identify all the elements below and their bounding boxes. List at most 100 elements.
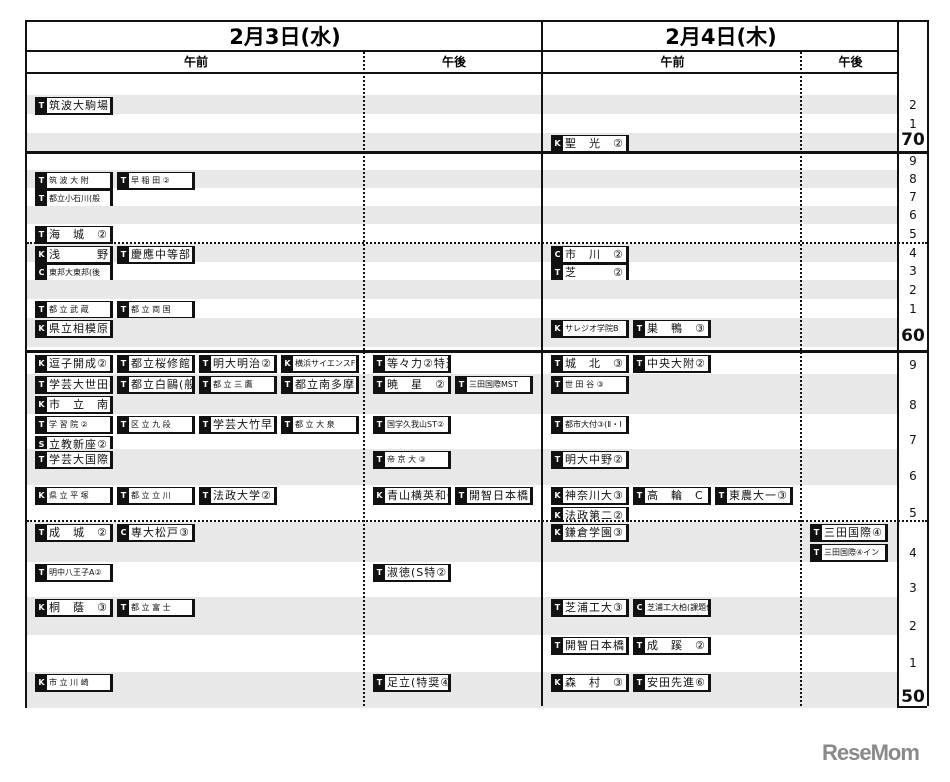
region-tag: K — [36, 247, 47, 262]
school-name: 都市大付③(Ⅱ・Ⅰ — [565, 420, 622, 429]
region-tag: C — [118, 525, 129, 540]
school-name: 帝 京 大 ③ — [387, 455, 426, 464]
region-tag: T — [118, 173, 129, 188]
schedule-row: T 学芸大国際 T 帝 京 大 ③ T 明大中野② 6 — [27, 449, 917, 485]
deviation-score: 7 — [909, 190, 917, 204]
school-name: 法政第二② — [565, 509, 624, 522]
cell-pm3: T 淑徳(S特② — [373, 564, 543, 582]
school-name: 芝浦工大柏(課題作文 — [647, 603, 708, 612]
cell-pm3: T 足立(特奨④ — [373, 674, 543, 692]
school-entry: T 三田国際MST — [455, 376, 533, 394]
school-name: 法政大学② — [213, 489, 272, 502]
region-tag: T — [552, 377, 563, 392]
deviation-score: 2 — [909, 283, 917, 297]
school-name: 市 立 南 — [49, 398, 109, 411]
region-tag: T — [374, 356, 385, 371]
school-name: 国学久我山ST② — [387, 420, 445, 429]
region-tag: C — [36, 265, 47, 280]
school-entry: T 学芸大竹早 — [199, 416, 277, 434]
deviation-score: 7 — [909, 433, 917, 447]
region-tag: T — [118, 488, 129, 503]
region-tag: T — [811, 545, 822, 560]
school-name: サレジオ学院B — [565, 324, 619, 333]
school-entry: T 安田先進⑥ — [633, 674, 711, 692]
region-tag: T — [36, 173, 47, 188]
school-entry: T 明大中野② — [551, 451, 629, 469]
school-entry: T 淑徳(S特② — [373, 564, 451, 582]
schedule-row: T 都立小石川(般 7 — [27, 188, 917, 208]
region-tag: T — [552, 452, 563, 467]
schedule-row: C 東邦大東邦(後 T 芝 ② 3 — [27, 262, 917, 282]
region-tag: T — [811, 525, 822, 540]
feb3-pm-header: 午後 — [365, 52, 543, 74]
region-tag: K — [36, 397, 47, 412]
school-entry: K 横浜サイエンスF — [281, 355, 359, 373]
deviation-score: 2 — [909, 98, 917, 112]
deviation-score: 9 — [909, 154, 917, 168]
region-tag: T — [456, 377, 467, 392]
school-name: 専大松戸③ — [131, 526, 190, 539]
region-tag: T — [36, 227, 47, 242]
cell-am4: T開智日本橋④T成 蹊 ② — [551, 637, 799, 655]
school-entry: T開智日本橋③ — [455, 487, 533, 505]
school-entry: T 中央大附② — [633, 355, 711, 373]
school-entry: T 足立(特奨④ — [373, 674, 451, 692]
school-entry: T 慶應中等部 — [117, 246, 195, 264]
deviation-score: 5 — [909, 506, 917, 520]
school-name: 海 城 ② — [49, 228, 108, 241]
school-name: 都 立 立 川 — [131, 491, 171, 500]
region-tag: T — [118, 356, 129, 371]
schedule-row: 1 — [27, 114, 917, 133]
region-tag: K — [36, 356, 47, 371]
region-tag: T — [36, 98, 47, 113]
region-tag: T — [118, 417, 129, 432]
school-name: 学 習 院 ② — [49, 420, 88, 429]
region-tag: K — [36, 488, 47, 503]
region-tag: T — [634, 321, 645, 336]
school-name: 青山横英和C — [387, 489, 448, 502]
school-name: 城 北 ③ — [565, 357, 624, 370]
school-entry: T 芝浦工大③ — [551, 599, 629, 617]
school-name: 神奈川大③ — [565, 489, 624, 502]
deviation-score: 1 — [909, 302, 917, 316]
deviation-score: 6 — [909, 469, 917, 483]
region-tag: T — [36, 525, 47, 540]
deviation-score: 4 — [909, 546, 917, 560]
school-name: 三田国際MST — [469, 380, 518, 389]
school-name: 聖 光 ② — [565, 137, 624, 150]
school-entry: K 逗子開成② — [35, 355, 113, 373]
region-tag: T — [552, 356, 563, 371]
deviation-score: 6 — [909, 208, 917, 222]
school-entry: T 都市大付③(Ⅱ・Ⅰ — [551, 416, 629, 434]
region-tag: T — [552, 417, 563, 432]
school-name: 芝浦工大③ — [565, 601, 624, 614]
region-tag: T — [634, 488, 645, 503]
school-name: 都 立 両 国 — [131, 305, 171, 314]
region-tag: K — [552, 488, 563, 503]
schedule-row: 2 — [27, 280, 917, 299]
right-border — [927, 20, 929, 706]
school-name: 世 田 谷 ③ — [565, 380, 604, 389]
region-tag: C — [552, 247, 563, 262]
region-tag: S — [36, 437, 47, 452]
day-header-feb4: 2月4日(木) — [543, 22, 899, 52]
cell-am3: T 学芸大国際 — [35, 451, 365, 469]
school-entry: T等々力②特選 — [373, 355, 451, 373]
school-name: 鎌倉学園③ — [565, 526, 624, 539]
cell-pm3: K青山横英和CT開智日本橋③ — [373, 487, 543, 505]
deviation-score: 2 — [909, 619, 917, 633]
